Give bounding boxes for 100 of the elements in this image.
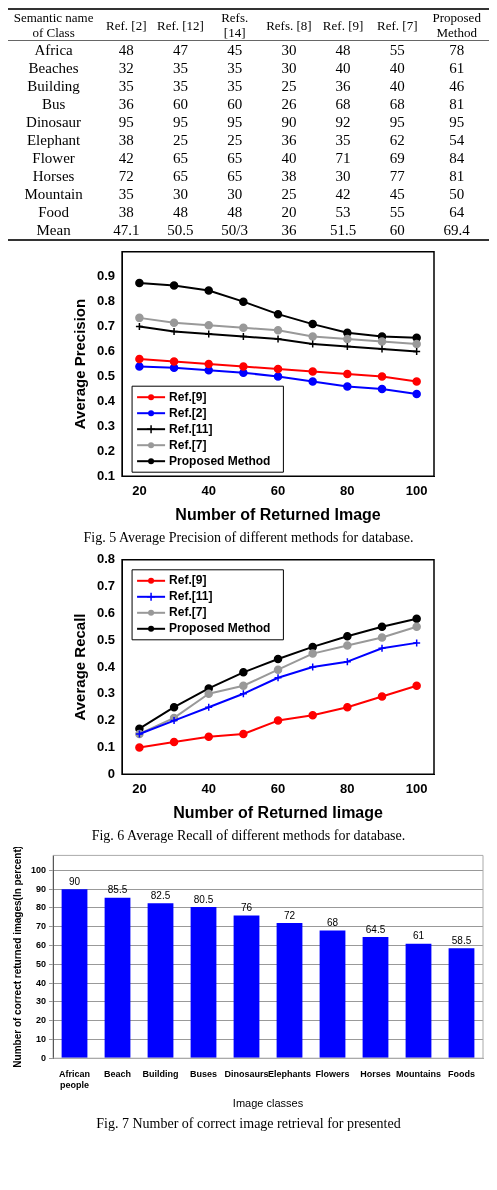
y-tick-label: 20 bbox=[36, 1015, 47, 1026]
y-tick-label: 0.3 bbox=[96, 417, 116, 433]
data-label: 38 bbox=[117, 131, 135, 149]
y-tick-label: Mountain bbox=[23, 185, 84, 203]
data-label: 35 bbox=[117, 185, 135, 203]
y-tick-label: 0.9 bbox=[96, 268, 116, 284]
x-tick-label: Elephants bbox=[268, 1069, 312, 1080]
data-label: 48 bbox=[117, 41, 135, 59]
data-label: 68 bbox=[326, 917, 339, 929]
x-tick-label: Mountains bbox=[396, 1069, 441, 1080]
data-label: 40 bbox=[280, 149, 298, 167]
data-label: 36 bbox=[117, 95, 135, 113]
data-label: 20 bbox=[280, 203, 298, 221]
y-axis-title: Number of correct returned images(In percent) bbox=[11, 845, 23, 1068]
x-tick-label: 20 bbox=[132, 482, 147, 498]
y-tick-label: 50 bbox=[36, 958, 47, 969]
y-tick-label: 0.4 bbox=[96, 658, 116, 674]
data-label: 48 bbox=[226, 203, 244, 221]
x-tick-label: Proposed Method bbox=[431, 9, 482, 41]
data-label: 35 bbox=[171, 77, 189, 95]
legend-label: Ref.[2] bbox=[169, 405, 207, 420]
x-tick-label: Beach bbox=[104, 1069, 132, 1080]
y-tick-label: 0.1 bbox=[96, 467, 116, 483]
legend-label: Ref.[9] bbox=[169, 573, 207, 588]
data-label: 32 bbox=[117, 59, 135, 77]
data-label: 53 bbox=[334, 203, 352, 221]
y-tick-label: 0.1 bbox=[96, 738, 116, 754]
y-tick-label: Flower bbox=[31, 149, 76, 167]
y-tick-label: 0.7 bbox=[96, 578, 116, 594]
data-label: 36 bbox=[280, 131, 298, 149]
y-tick-label: Building bbox=[26, 77, 81, 95]
data-label: 62 bbox=[388, 131, 406, 149]
data-label: 81 bbox=[448, 167, 466, 185]
y-tick-label: 10 bbox=[36, 1033, 47, 1044]
x-tick-label: Refs. [8] bbox=[265, 16, 313, 35]
y-tick-label: 0.3 bbox=[96, 685, 116, 701]
x-tick-label: 60 bbox=[270, 482, 286, 498]
y-tick-label: 0.7 bbox=[96, 318, 116, 334]
data-label: 25 bbox=[226, 131, 244, 149]
data-label: 30 bbox=[280, 41, 298, 59]
data-label: 85.5 bbox=[107, 884, 128, 896]
y-tick-label: 0.8 bbox=[96, 551, 116, 567]
caption: Fig. 7 Number of correct image retrieval for presented bbox=[95, 1116, 402, 1132]
y-tick-label: Horses bbox=[31, 167, 76, 185]
data-label: 50.5 bbox=[166, 221, 195, 240]
y-tick-label: Bus bbox=[40, 95, 67, 113]
data-label: 58.5 bbox=[451, 935, 472, 947]
data-label: 54 bbox=[448, 131, 466, 149]
legend-label: Proposed Method bbox=[169, 621, 271, 636]
y-tick-label: 0.6 bbox=[96, 343, 116, 359]
y-tick-label: Beaches bbox=[27, 59, 80, 77]
y-tick-label: 0.2 bbox=[96, 712, 116, 728]
data-label: 77 bbox=[388, 167, 406, 185]
data-label: 36 bbox=[334, 77, 352, 95]
data-label: 36 bbox=[280, 221, 298, 240]
data-label: 55 bbox=[388, 41, 406, 59]
x-tick-label: 100 bbox=[405, 780, 428, 796]
data-label: 65 bbox=[171, 167, 189, 185]
x-tick-label: 40 bbox=[201, 780, 216, 796]
data-label: 30 bbox=[171, 185, 189, 203]
x-tick-label: Flowers bbox=[315, 1069, 350, 1080]
x-tick-label: 100 bbox=[405, 482, 428, 498]
text: 50/3 bbox=[221, 222, 249, 238]
data-label: 95 bbox=[448, 113, 466, 131]
data-label: 35 bbox=[226, 77, 244, 95]
x-tick-label: Ref. [9] bbox=[321, 16, 365, 35]
y-tick-label: 90 bbox=[36, 883, 47, 894]
data-label: 30 bbox=[334, 167, 352, 185]
data-label: 35 bbox=[226, 59, 244, 77]
data-label: 95 bbox=[117, 113, 135, 131]
y-axis-title: Average Recall bbox=[71, 613, 89, 721]
legend-label: Ref.[11] bbox=[169, 421, 213, 436]
y-tick-label: 0.4 bbox=[96, 392, 116, 408]
caption: Fig. 6 Average Recall of different methods for database. bbox=[90, 828, 407, 844]
x-tick-label: 80 bbox=[340, 780, 355, 796]
y-tick-label: 30 bbox=[36, 996, 47, 1007]
data-label: 71 bbox=[334, 149, 352, 167]
y-tick-label: 80 bbox=[36, 902, 47, 913]
y-tick-label: Dinosaur bbox=[25, 113, 83, 131]
data-label: 25 bbox=[280, 185, 298, 203]
data-label: 69.4 bbox=[442, 221, 471, 240]
data-label: 65 bbox=[171, 149, 189, 167]
data-label: 82.5 bbox=[150, 890, 171, 902]
y-tick-label: Elephant bbox=[25, 131, 82, 149]
data-label: 68 bbox=[388, 95, 406, 113]
y-tick-label: 0.2 bbox=[96, 442, 116, 458]
data-label: 65 bbox=[226, 149, 244, 167]
data-label: 30 bbox=[226, 185, 244, 203]
y-tick-label: 0.6 bbox=[96, 604, 116, 620]
y-axis-title: Semantic name of Class bbox=[12, 9, 95, 41]
data-label: 45 bbox=[388, 185, 406, 203]
y-tick-label: 60 bbox=[36, 940, 47, 951]
y-tick-label: Food bbox=[37, 203, 70, 221]
y-tick-label: 70 bbox=[36, 921, 47, 932]
data-label: 25 bbox=[171, 131, 189, 149]
data-label: 60 bbox=[226, 95, 244, 113]
y-tick-label: 0.8 bbox=[96, 293, 116, 309]
x-tick-label: Horses bbox=[360, 1069, 391, 1080]
x-axis-title: Number of Returned Image bbox=[175, 505, 381, 523]
data-label: 26 bbox=[280, 95, 298, 113]
